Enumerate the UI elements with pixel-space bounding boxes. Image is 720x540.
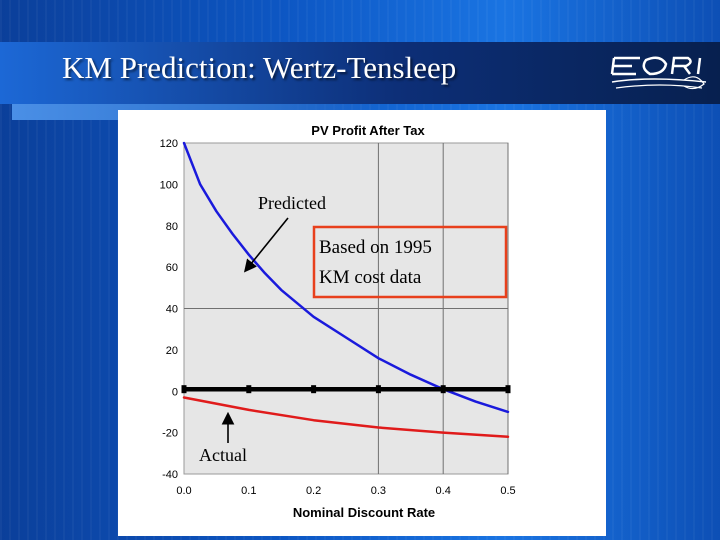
y-tick-label: 0 (172, 386, 178, 398)
y-tick-label: -20 (162, 428, 178, 440)
y-tick-label: 80 (166, 221, 178, 233)
chart-panel: 120 100 80 60 40 20 0 -20 -40 0.0 0.1 0.2 0.3 0.4 0.5 … (118, 110, 606, 536)
chart-title: PV Profit After Tax (311, 123, 425, 138)
zero-line-marker (246, 385, 252, 394)
gridlines (184, 143, 509, 474)
x-tick-label: 0.2 (306, 485, 321, 497)
data-series (181, 141, 511, 439)
zero-line-marker (440, 385, 446, 394)
y-tick-label: 20 (166, 345, 178, 357)
x-tick-label: 0.4 (436, 485, 451, 497)
x-tick-label: 0.0 (176, 485, 191, 497)
predicted-arrow (243, 217, 289, 273)
note-line-2: KM cost data (319, 267, 422, 288)
axis-ticks: 120 100 80 60 40 20 0 -20 -40 0.0 0.1 0.2 0.3 0.4 0.5 (160, 138, 516, 497)
eori-logo-icon (610, 56, 707, 90)
note-line-1: Based on 1995 (319, 237, 432, 258)
title-bar (0, 42, 720, 104)
x-tick-label: 0.3 (371, 485, 386, 497)
note-box (312, 225, 508, 299)
x-tick-label: 0.5 (500, 485, 515, 497)
y-tick-label: -40 (162, 469, 178, 481)
predicted-label: Predicted (258, 193, 326, 213)
actual-label: Actual (199, 445, 247, 465)
y-tick-label: 120 (160, 138, 178, 150)
zero-line-marker (375, 385, 381, 394)
x-axis-title: Nominal Discount Rate (293, 505, 435, 520)
zero-line-marker (311, 385, 317, 394)
zero-line-marker (505, 385, 511, 394)
slide-title: KM Prediction: Wertz-Tensleep (62, 50, 457, 85)
annotations: Predicted Actual Based on 1995 KM cost d… (199, 193, 508, 465)
y-tick-label: 40 (166, 304, 178, 316)
y-tick-label: 60 (166, 262, 178, 274)
series-line-predicted (182, 141, 510, 414)
series-line-actual (182, 396, 510, 439)
y-tick-label: 100 (160, 179, 178, 191)
zero-line-marker (181, 385, 187, 394)
x-tick-label: 0.1 (241, 485, 256, 497)
